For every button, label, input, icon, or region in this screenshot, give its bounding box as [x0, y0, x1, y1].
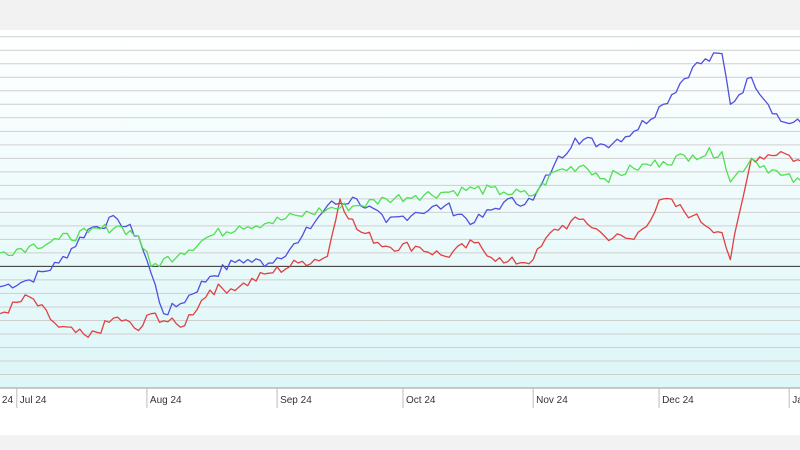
x-tick-label: Dec 24 — [662, 395, 694, 406]
series-lines — [0, 52, 800, 338]
x-tick-label: Aug 24 — [150, 395, 182, 406]
x-tick-label: Oct 24 — [406, 395, 436, 406]
x-tick-label: Jan 25 — [792, 395, 800, 406]
x-axis — [0, 387, 800, 408]
x-tick-label: Jul 24 — [20, 395, 47, 406]
x-tick-labels: Jun 24 Jul 24 Aug 24 Sep 24 Oct 24 Nov 24 Dec … — [0, 395, 800, 406]
x-tick-label: Jun 24 — [0, 395, 13, 406]
chart-frame: Jun 24 Jul 24 Aug 24 Sep 24 Oct 24 Nov 24 Dec … — [0, 30, 800, 435]
line-chart: Jun 24 Jul 24 Aug 24 Sep 24 Oct 24 Nov 24 Dec … — [0, 30, 800, 408]
x-tick-label: Nov 24 — [536, 395, 568, 406]
x-tick-label: Sep 24 — [280, 395, 312, 406]
series-line-3 — [0, 146, 800, 268]
series-line-2 — [0, 150, 800, 338]
plot-background — [0, 30, 800, 388]
gridlines — [0, 36, 800, 389]
